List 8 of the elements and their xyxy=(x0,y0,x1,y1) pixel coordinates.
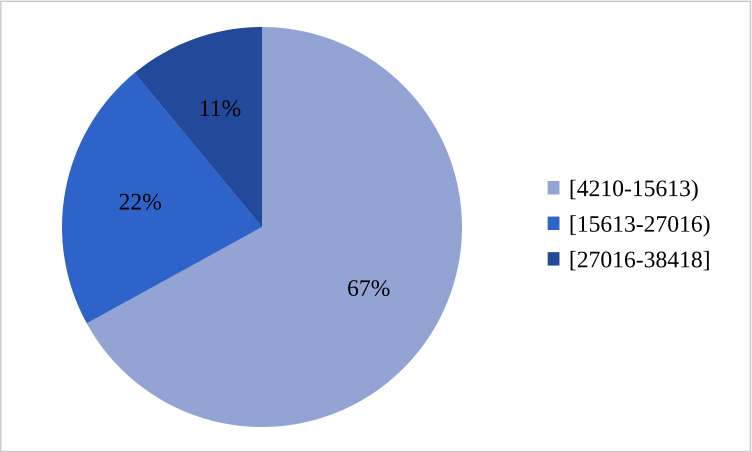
legend-label: [4210-15613) xyxy=(570,180,698,202)
data-label: 67% xyxy=(348,280,390,296)
data-label: 22% xyxy=(120,194,162,210)
pie-slice xyxy=(62,72,262,324)
pie-slice xyxy=(86,27,462,427)
data-label: 11% xyxy=(200,100,240,116)
legend-label: [15613-27016) xyxy=(570,215,710,237)
legend-label: [27016-38418] xyxy=(570,250,709,270)
